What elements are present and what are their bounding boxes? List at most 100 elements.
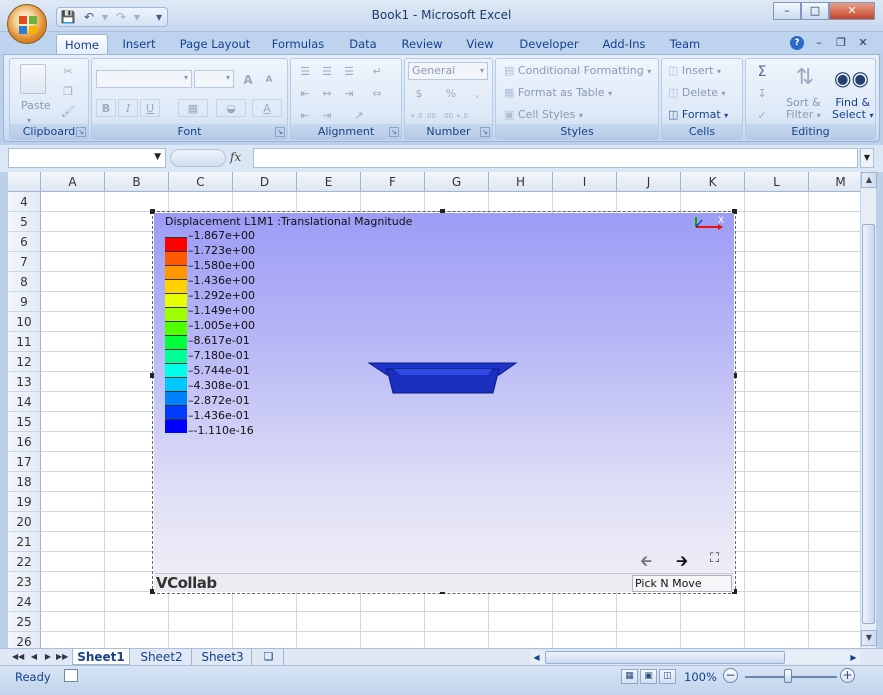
format-as-table-button[interactable]: ▦ Format as Table ▾ [504,86,613,99]
number-format-box[interactable]: General ▾ [408,62,488,80]
tab-developer[interactable]: Developer [519,37,579,51]
tab-insert[interactable]: Insert [122,37,156,51]
resize-handle[interactable] [150,209,155,214]
column-header-m[interactable]: M [809,172,860,192]
decrease-decimal-button[interactable]: .00 +.0 [442,112,468,120]
resize-handle[interactable] [150,589,155,594]
orientation-icon[interactable]: ↗ [354,109,364,122]
scroll-right-icon[interactable]: ▶ [850,653,857,662]
vertical-scrollbar[interactable]: ▲ ▼ [860,172,877,648]
comma-button[interactable]: , [475,87,479,100]
last-sheet-icon[interactable]: ▶▶ [56,652,69,661]
page-layout-view-icon[interactable]: ▣ [640,669,657,684]
resize-handle[interactable] [732,209,737,214]
cell-styles-button[interactable]: ▣ Cell Styles ▾ [504,108,583,121]
clear-icon[interactable]: ✓ [757,109,767,122]
row-header[interactable]: 25 [8,612,41,632]
align-left-icon[interactable]: ⇤ [300,87,310,100]
minimize-button[interactable]: – [773,2,801,20]
prev-sheet-icon[interactable]: ◀ [30,652,38,661]
resize-handle[interactable] [440,209,445,214]
undo-icon[interactable]: ↶ [83,10,95,24]
page-break-view-icon[interactable]: ◫ [659,669,676,684]
workbook-close-icon[interactable]: ✕ [858,36,868,49]
cells-area[interactable]: Displacement L1M1 :Translational Magnitu… [41,192,860,648]
find-select-button[interactable]: Find & Select ▾ [832,96,874,121]
resize-handle[interactable] [732,589,737,594]
sheet-tab-2[interactable]: Sheet2 [132,649,192,665]
column-header-k[interactable]: K [681,172,745,192]
row-header[interactable]: 4 [8,192,41,212]
column-header-b[interactable]: B [105,172,169,192]
horizontal-scrollbar[interactable]: ◀ ▶ [530,651,860,664]
insert-function-icon[interactable]: fx [230,150,242,164]
close-button[interactable]: ✕ [829,2,875,20]
tab-page-layout[interactable]: Page Layout [179,37,251,51]
tab-review[interactable]: Review [401,37,443,51]
expand-formula-bar-icon[interactable]: ▼ [860,148,874,168]
grow-font-button[interactable]: A [243,73,253,87]
tab-team[interactable]: Team [669,37,701,51]
zoom-in-icon[interactable]: + [840,668,855,683]
save-icon[interactable]: 💾 [60,10,76,24]
row-header[interactable]: 12 [8,352,41,372]
align-right-icon[interactable]: ⇥ [344,87,354,100]
underline-button[interactable]: U [140,99,160,117]
zoom-slider-thumb[interactable] [784,669,792,683]
tab-add-ins[interactable]: Add-Ins [602,37,646,51]
column-header-a[interactable]: A [41,172,105,192]
bold-button[interactable]: B [96,99,116,117]
row-header[interactable]: 11 [8,332,41,352]
shrink-font-button[interactable]: A [265,75,273,85]
font-name-box[interactable]: ▾ [96,70,192,88]
name-box-dropdown-icon[interactable]: ▼ [154,152,161,162]
delete-cells-button[interactable]: ◫ Delete ▾ [668,86,726,99]
row-header[interactable]: 15 [8,412,41,432]
sheet-tab-3[interactable]: Sheet3 [194,649,252,665]
binoculars-icon[interactable]: ◉◉ [834,66,869,90]
number-launcher-icon[interactable]: ↘ [480,127,490,137]
row-header[interactable]: 21 [8,532,41,552]
row-header[interactable]: 7 [8,252,41,272]
sort-filter-button[interactable]: Sort & Filter ▾ [786,96,821,121]
scroll-down-icon[interactable]: ▼ [861,630,877,646]
select-all-button[interactable] [8,172,41,192]
row-header[interactable]: 26 [8,632,41,648]
clipboard-launcher-icon[interactable]: ↘ [76,127,86,137]
font-color-icon[interactable]: A [252,99,282,117]
arrow-left-icon[interactable]: 🡰 [640,552,653,570]
horizontal-scroll-thumb[interactable] [545,651,785,664]
zoom-out-icon[interactable]: − [723,668,738,683]
paste-dropdown-icon[interactable]: ▾ [27,116,32,125]
next-sheet-icon[interactable]: ▶ [44,652,52,661]
align-top-icon[interactable]: ☰ [300,65,310,78]
zoom-level[interactable]: 100% [684,670,717,684]
column-header-g[interactable]: G [425,172,489,192]
insert-cells-button[interactable]: ◫ Insert ▾ [668,64,721,77]
row-header[interactable]: 5 [8,212,41,232]
paste-icon[interactable] [20,64,46,94]
conditional-formatting-button[interactable]: ▤ Conditional Formatting ▾ [504,64,652,77]
macro-record-icon[interactable] [64,669,78,682]
font-size-box[interactable]: ▾ [194,70,234,88]
alignment-launcher-icon[interactable]: ↘ [389,127,399,137]
column-header-i[interactable]: I [553,172,617,192]
sort-filter-icon[interactable]: ⇅ [795,65,815,90]
wrap-text-icon[interactable]: ↵ [372,65,382,78]
paste-button[interactable]: Paste [21,99,51,112]
name-box[interactable]: ▼ [8,148,166,168]
row-header[interactable]: 6 [8,232,41,252]
redo-dropdown-icon[interactable]: ▾ [133,10,141,24]
align-center-icon[interactable]: ↔ [322,87,332,100]
fullscreen-icon[interactable]: ⛶ [710,551,720,566]
scroll-up-icon[interactable]: ▲ [861,172,877,188]
office-button[interactable] [7,4,47,44]
customize-qat-icon[interactable]: ▾ [155,10,163,24]
column-header-l[interactable]: L [745,172,809,192]
fill-color-icon[interactable]: ◒ [216,99,246,117]
column-header-f[interactable]: F [361,172,425,192]
format-painter-icon[interactable]: 🖌 [61,105,75,118]
formula-input[interactable] [253,148,858,168]
ribbon-minimize-icon[interactable]: – [816,36,822,49]
tab-view[interactable]: View [466,37,494,51]
